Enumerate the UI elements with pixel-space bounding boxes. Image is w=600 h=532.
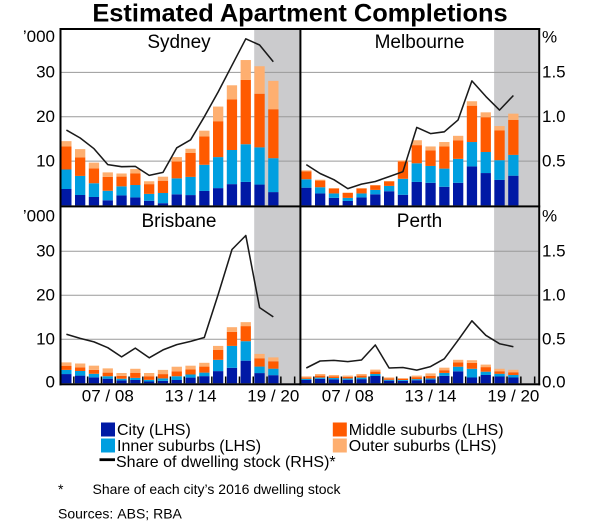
svg-text:Sydney: Sydney [147,32,211,53]
svg-text:19 / 20: 19 / 20 [487,387,539,406]
svg-text:1.5: 1.5 [542,242,566,261]
svg-text:Share of each city’s 2016 dwel: Share of each city’s 2016 dwelling stock [93,481,342,497]
svg-text:%: % [542,207,557,226]
svg-text:30: 30 [36,242,55,261]
svg-text:13 / 14: 13 / 14 [165,387,217,406]
svg-text:30: 30 [36,63,55,82]
svg-text:Outer suburbs (LHS): Outer suburbs (LHS) [349,438,497,455]
svg-text:19 / 20: 19 / 20 [247,387,299,406]
svg-text:1.5: 1.5 [542,63,566,82]
svg-text:Inner suburbs (LHS): Inner suburbs (LHS) [117,438,261,455]
svg-text:20: 20 [36,286,55,305]
svg-text:1.0: 1.0 [542,107,566,126]
svg-text:1.0: 1.0 [542,286,566,305]
svg-text:20: 20 [36,107,55,126]
svg-text:’000: ’000 [23,206,55,225]
svg-text:Estimated Apartment Completion: Estimated Apartment Completions [92,0,507,27]
svg-text:Brisbane: Brisbane [142,211,217,232]
svg-text:0.5: 0.5 [542,151,566,170]
svg-text:07 / 08: 07 / 08 [322,387,374,406]
svg-text:ABS; RBA: ABS; RBA [117,506,182,522]
svg-text:*: * [58,481,64,497]
svg-text:10: 10 [36,151,55,170]
svg-text:Middle suburbs (LHS): Middle suburbs (LHS) [349,422,504,439]
svg-text:City (LHS): City (LHS) [117,422,191,439]
svg-text:’000: ’000 [23,27,55,46]
svg-text:07 / 08: 07 / 08 [82,387,134,406]
svg-text:Sources:: Sources: [58,506,113,522]
svg-text:13 / 14: 13 / 14 [405,387,457,406]
svg-text:0: 0 [46,373,55,392]
svg-text:Melbourne: Melbourne [375,32,465,53]
svg-text:10: 10 [36,330,55,349]
svg-text:0.5: 0.5 [542,330,566,349]
svg-text:Perth: Perth [397,211,442,232]
svg-text:%: % [542,27,557,46]
svg-text:Share of dwelling stock (RHS)*: Share of dwelling stock (RHS)* [116,454,336,471]
svg-text:0.0: 0.0 [542,373,566,392]
